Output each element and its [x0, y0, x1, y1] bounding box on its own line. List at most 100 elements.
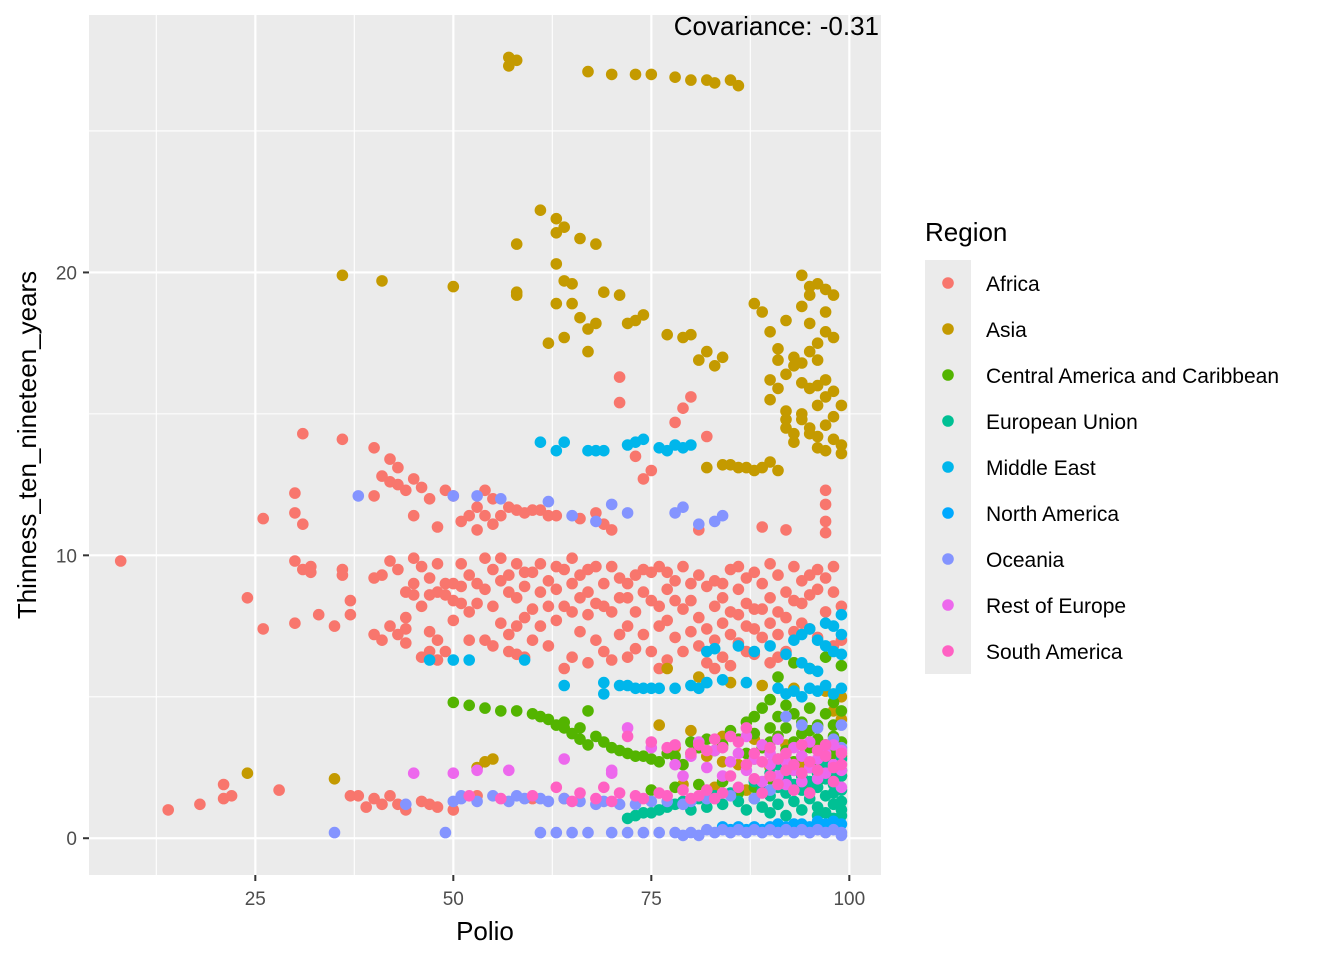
data-point: [835, 758, 848, 771]
legend-key: [942, 415, 954, 427]
data-point: [748, 747, 761, 760]
data-point: [384, 790, 396, 802]
data-point: [740, 676, 753, 689]
data-point: [811, 563, 824, 576]
data-point: [701, 761, 713, 774]
data-point: [677, 402, 689, 415]
legend-label: Africa: [986, 273, 1040, 296]
data-point: [819, 526, 832, 539]
data-point: [740, 722, 753, 734]
data-point: [819, 515, 832, 528]
data-point: [526, 603, 539, 615]
data-point: [574, 733, 586, 745]
data-point: [708, 634, 721, 646]
data-point: [716, 577, 729, 590]
data-point: [716, 787, 729, 799]
data-point: [701, 345, 713, 358]
data-point: [835, 747, 848, 760]
data-point: [566, 606, 578, 618]
data-point: [685, 439, 697, 451]
data-point: [407, 552, 420, 564]
data-point: [582, 826, 594, 839]
data-point: [534, 436, 547, 449]
legend-key: [942, 507, 954, 519]
data-point: [780, 413, 792, 426]
data-point: [495, 705, 507, 717]
y-tick-label: 20: [56, 263, 77, 284]
data-point: [661, 583, 673, 596]
data-point: [701, 744, 713, 757]
data-point: [471, 764, 483, 777]
data-point: [748, 710, 761, 723]
data-point: [677, 501, 689, 513]
data-point: [550, 826, 563, 839]
data-point: [534, 826, 547, 839]
data-point: [724, 628, 737, 641]
data-point: [376, 470, 388, 482]
legend-key: [942, 461, 954, 473]
data-point: [732, 461, 745, 474]
data-point: [495, 552, 507, 564]
data-point: [376, 798, 388, 811]
data-point: [590, 515, 602, 528]
data-point: [534, 620, 547, 632]
data-point: [756, 787, 768, 799]
data-point: [716, 651, 729, 663]
data-point: [835, 399, 848, 412]
data-point: [344, 594, 357, 607]
data-point: [407, 577, 420, 590]
data-point: [653, 682, 665, 695]
data-point: [827, 775, 840, 788]
data-point: [423, 654, 436, 666]
data-point: [716, 741, 729, 754]
data-point: [384, 555, 396, 567]
data-point: [534, 204, 547, 216]
data-point: [257, 623, 270, 635]
data-point: [835, 447, 848, 460]
data-point: [542, 600, 555, 613]
data-point: [693, 682, 705, 695]
data-point: [772, 710, 784, 723]
data-point: [598, 688, 610, 700]
data-point: [780, 699, 792, 712]
data-point: [819, 498, 832, 511]
data-point: [803, 756, 816, 768]
data-point: [653, 662, 665, 675]
data-point: [653, 560, 665, 573]
data-point: [289, 617, 301, 629]
data-point: [447, 696, 460, 709]
data-point: [764, 326, 776, 338]
data-point: [455, 580, 468, 593]
data-point: [693, 829, 705, 842]
data-point: [819, 708, 832, 720]
data-point: [732, 560, 745, 573]
y-tick-label: 0: [66, 829, 77, 850]
data-point: [368, 490, 380, 502]
data-point: [788, 560, 800, 573]
data-point: [384, 620, 396, 632]
data-point: [819, 679, 832, 692]
data-point: [748, 645, 761, 658]
data-point: [669, 682, 681, 695]
data-point: [764, 456, 776, 468]
data-point: [677, 603, 689, 615]
data-point: [780, 586, 792, 598]
data-point: [772, 354, 784, 366]
data-point: [708, 77, 721, 89]
data-point: [669, 758, 681, 771]
data-point: [479, 552, 491, 564]
data-point: [510, 705, 523, 717]
data-point: [827, 385, 840, 398]
data-point: [566, 577, 578, 590]
data-point: [510, 558, 523, 570]
data-point: [803, 787, 816, 799]
data-point: [621, 620, 634, 632]
data-point: [780, 405, 792, 417]
data-point: [819, 572, 832, 584]
data-point: [621, 592, 634, 604]
data-point: [796, 804, 808, 816]
data-point: [336, 269, 349, 282]
data-point: [526, 566, 539, 579]
data-point: [447, 614, 460, 627]
